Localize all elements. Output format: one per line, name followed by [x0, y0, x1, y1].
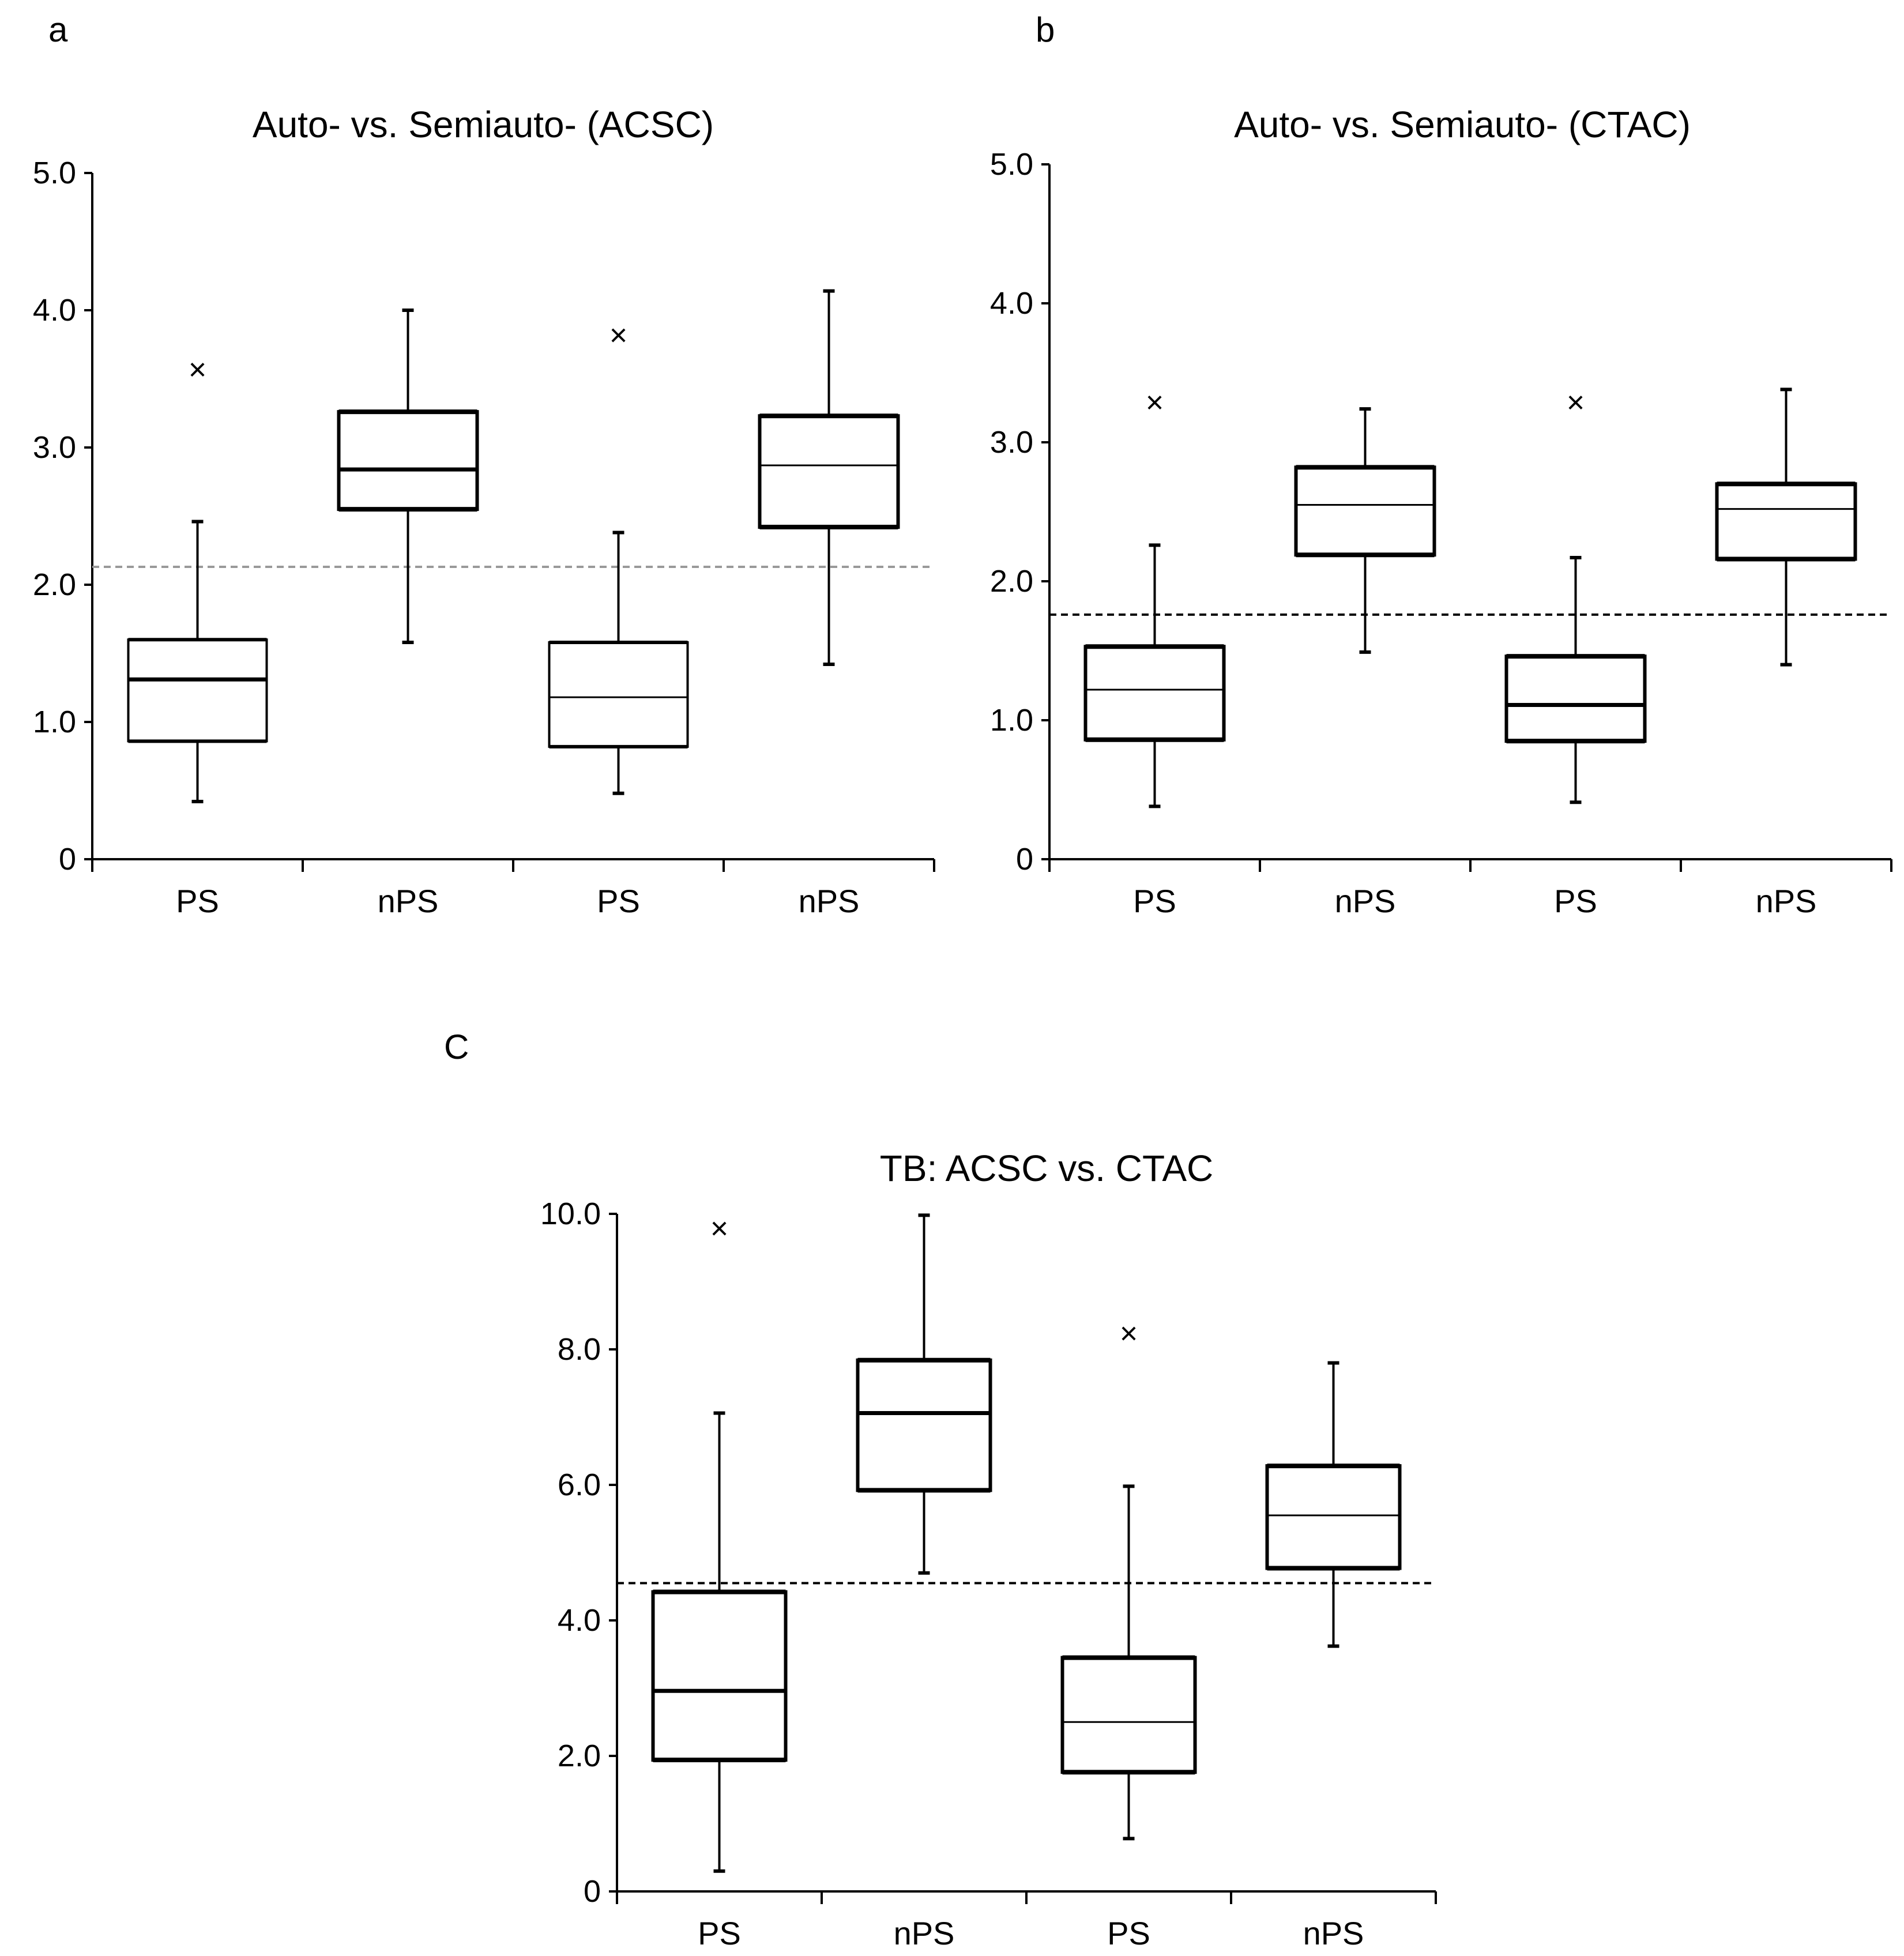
box-plot-1: ×	[1083, 385, 1226, 808]
y-tick-label: 2.0	[990, 564, 1033, 599]
x-category-label: PS	[597, 883, 640, 919]
x-category-label: PS	[176, 883, 219, 919]
box-plot-1: ×	[651, 1211, 788, 1873]
y-tick-label: 0	[1016, 842, 1033, 877]
iqr-box	[337, 410, 479, 511]
y-tick-label: 3.0	[990, 425, 1033, 460]
box-plot-2	[337, 309, 479, 644]
x-category-label: PS	[698, 1915, 741, 1951]
x-category-label: nPS	[894, 1915, 955, 1951]
box-plot-3: ×	[1504, 385, 1647, 804]
panel-a-plot: 0 1.0 2.0 3.0 4.0 5.0 PS nPS PS nPS × ×	[33, 156, 935, 919]
x-category-label: PS	[1133, 883, 1176, 919]
x-category-label: nPS	[1756, 883, 1817, 919]
panel-b-plot: 0 1.0 2.0 3.0 4.0 5.0 PS nPS PS nPS × ×	[990, 147, 1892, 919]
y-tick-label: 1.0	[990, 703, 1033, 738]
x-category-label: PS	[1554, 883, 1597, 919]
outlier-marker: ×	[1567, 385, 1585, 420]
x-category-label: PS	[1107, 1915, 1150, 1951]
box-plot-2	[856, 1213, 992, 1575]
y-tick-label: 0	[584, 1874, 601, 1909]
iqr-box	[1715, 482, 1857, 561]
box-plot-4	[1715, 388, 1857, 667]
y-tick-label: 5.0	[990, 147, 1033, 182]
y-tick-label: 4.0	[33, 293, 76, 328]
iqr-box	[1294, 465, 1436, 557]
iqr-box	[1265, 1464, 1402, 1570]
box-plot-3: ×	[548, 318, 689, 795]
panel-c-letter: C	[444, 1028, 469, 1066]
outlier-marker: ×	[1120, 1316, 1138, 1351]
iqr-box	[856, 1358, 992, 1492]
panel-c-plot: 0 2.0 4.0 6.0 8.0 10.0 PS nPS PS nPS × ×	[540, 1197, 1437, 1951]
box-plot-4	[1265, 1361, 1402, 1648]
iqr-box	[758, 414, 900, 529]
outlier-marker: ×	[609, 318, 628, 353]
box-plot-3: ×	[1060, 1316, 1197, 1841]
panel-a: a Auto- vs. Semiauto- (ACSC) 0 1.0 2.0 3.0 4…	[33, 10, 935, 919]
box-plot-1: ×	[127, 352, 268, 804]
panel-c: C TB: ACSC vs. CTAC 0 2.0 4.0 6.0 8.0 10.0 PS n…	[444, 1028, 1437, 1951]
iqr-box	[1504, 654, 1647, 743]
x-category-label: nPS	[799, 883, 860, 919]
y-tick-label: 10.0	[540, 1197, 601, 1231]
x-category-label: nPS	[378, 883, 439, 919]
y-tick-label: 2.0	[33, 567, 76, 602]
y-tick-label: 0	[59, 842, 76, 877]
panel-a-letter: a	[48, 10, 68, 49]
box-plot-2	[1294, 407, 1436, 654]
panel-b-title: Auto- vs. Semiauto- (CTAC)	[1234, 104, 1691, 145]
iqr-box	[651, 1590, 788, 1762]
y-tick-label: 6.0	[558, 1468, 601, 1502]
y-tick-label: 5.0	[33, 156, 76, 190]
panel-a-title: Auto- vs. Semiauto- (ACSC)	[253, 104, 714, 145]
outlier-marker: ×	[710, 1211, 729, 1246]
outlier-marker: ×	[1146, 385, 1164, 420]
y-tick-label: 1.0	[33, 705, 76, 739]
panel-b: b Auto- vs. Semiauto- (CTAC) 0 1.0 2.0 3.0 4…	[990, 10, 1892, 919]
outlier-marker: ×	[189, 352, 207, 387]
y-tick-label: 3.0	[33, 430, 76, 465]
y-tick-label: 2.0	[558, 1739, 601, 1773]
box-plot-4	[758, 289, 900, 667]
y-tick-label: 4.0	[558, 1603, 601, 1638]
x-category-label: nPS	[1303, 1915, 1364, 1951]
panel-c-title: TB: ACSC vs. CTAC	[880, 1148, 1213, 1189]
panel-b-letter: b	[1036, 10, 1055, 49]
iqr-box	[127, 638, 268, 743]
iqr-box	[1060, 1656, 1197, 1774]
x-category-label: nPS	[1335, 883, 1396, 919]
y-tick-label: 8.0	[558, 1332, 601, 1367]
y-tick-label: 4.0	[990, 286, 1033, 321]
iqr-box	[1083, 645, 1226, 742]
iqr-box	[548, 641, 689, 748]
